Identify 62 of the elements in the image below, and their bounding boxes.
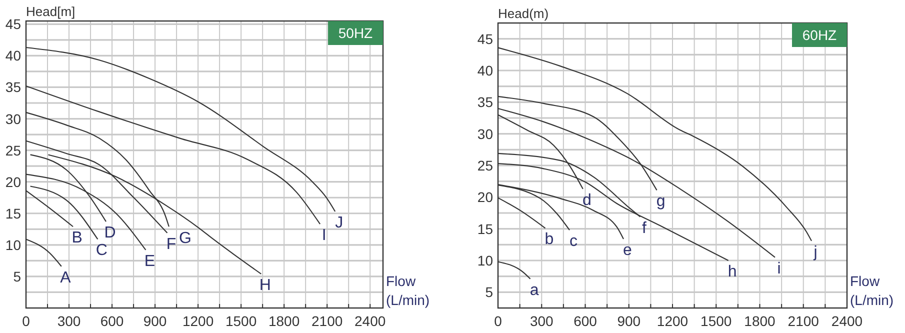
- y-tick-label: 25: [477, 158, 494, 174]
- x-tick-label: 1200: [656, 313, 688, 329]
- x-tick-label: 300: [530, 313, 554, 329]
- x-tick-label: 600: [574, 313, 598, 329]
- y-tick-label: 45: [477, 30, 494, 47]
- x-tick-label: 900: [143, 313, 167, 329]
- series-label: g: [656, 193, 666, 210]
- y-tick-label: 30: [477, 126, 494, 142]
- x-tick-label: 2400: [354, 313, 386, 329]
- series-label: F: [166, 236, 176, 253]
- series-label: c: [570, 233, 578, 250]
- series-label: d: [582, 192, 592, 209]
- annotation: 50HZ: [338, 25, 374, 41]
- x-tick-label: 1500: [225, 313, 257, 329]
- series-label: h: [728, 264, 737, 280]
- y-tick-label: 5: [485, 284, 494, 300]
- series-label: C: [96, 242, 108, 260]
- series-label: f: [642, 220, 647, 237]
- y-axis-title: Head(m): [498, 6, 549, 21]
- series-label: e: [623, 242, 632, 259]
- series-label: B: [72, 230, 82, 247]
- x-tick-label: 1500: [700, 313, 732, 329]
- series-label: a: [530, 282, 539, 299]
- series-label: i: [777, 260, 781, 278]
- y-axis-title: Head[m]: [26, 4, 76, 19]
- series-label: J: [335, 214, 344, 232]
- y-tick-label: 20: [477, 189, 494, 206]
- y-tick-label: 15: [5, 205, 22, 222]
- y-tick-label: 25: [5, 142, 22, 158]
- x-tick-label: 1800: [268, 313, 300, 329]
- y-tick-label: 40: [477, 62, 494, 78]
- x-tick-label: 300: [57, 313, 81, 329]
- y-tick-label: 10: [5, 236, 22, 253]
- y-tick-label: 35: [477, 94, 494, 110]
- x-tick-label: 0: [494, 313, 502, 329]
- series-label: H: [259, 276, 271, 294]
- series-label: A: [60, 269, 72, 286]
- y-tick-label: 15: [477, 220, 494, 237]
- x-tick-label: 2400: [831, 313, 863, 329]
- y-tick-label: 30: [5, 110, 22, 127]
- y-tick-label: 20: [5, 174, 22, 190]
- series-label: G: [178, 230, 192, 247]
- series-label: D: [104, 224, 116, 242]
- series-label: b: [544, 231, 554, 248]
- series-label: I: [322, 227, 326, 244]
- y-tick-label: 40: [5, 48, 22, 64]
- x-axis-title: Flow (L/min): [850, 273, 894, 308]
- y-tick-label: 10: [477, 252, 494, 268]
- y-tick-label: 35: [5, 79, 22, 96]
- x-tick-label: 600: [100, 313, 124, 329]
- series-label: E: [144, 252, 156, 270]
- x-tick-label: 900: [617, 313, 641, 329]
- x-tick-label: 1200: [182, 313, 214, 329]
- y-tick-label: 45: [5, 16, 22, 32]
- series-label: j: [812, 244, 818, 261]
- x-tick-label: 2100: [312, 313, 343, 329]
- x-tick-label: 2100: [788, 313, 820, 329]
- y-tick-label: 5: [13, 268, 22, 284]
- x-tick-label: 0: [22, 313, 30, 329]
- x-axis-title: Flow (L/min): [386, 273, 430, 308]
- x-tick-label: 1800: [744, 313, 776, 329]
- annotation: 60HZ: [802, 27, 838, 43]
